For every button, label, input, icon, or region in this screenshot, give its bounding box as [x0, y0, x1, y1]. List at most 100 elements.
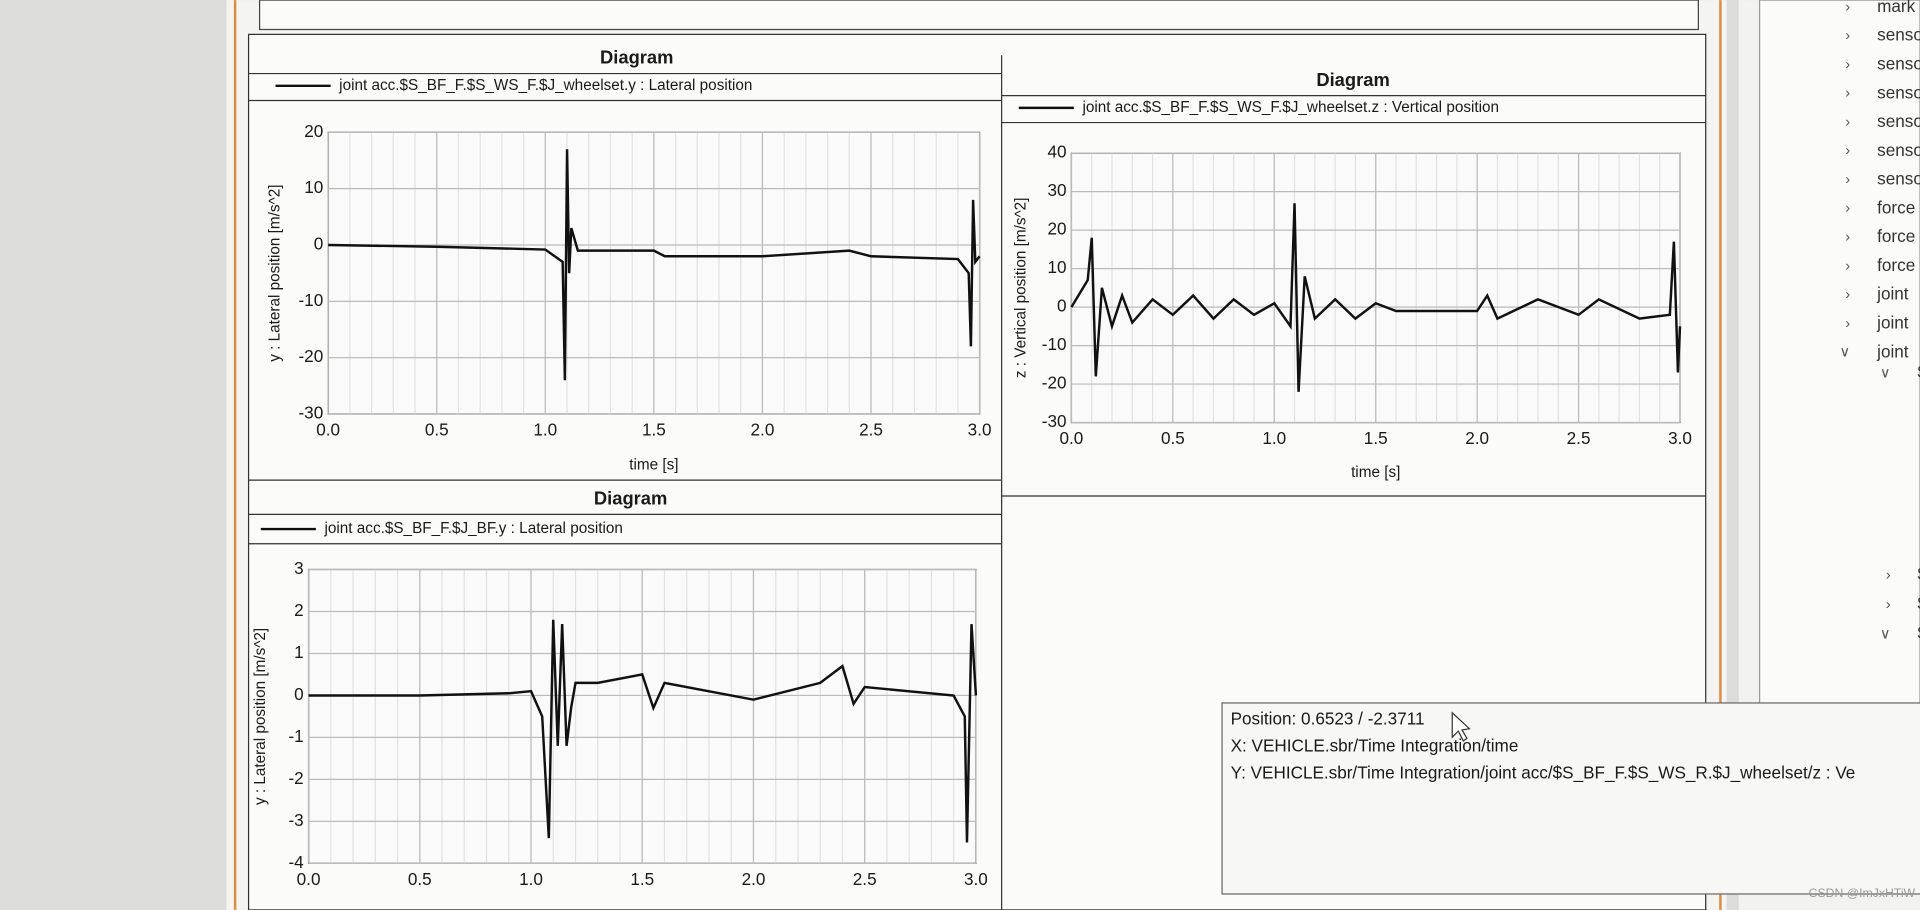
x-tick-label: 1.0 [519, 869, 543, 889]
y-tick-label: 10 [1047, 257, 1066, 277]
mouse-cursor [1451, 711, 1471, 742]
tree-chevron: › [1845, 258, 1850, 274]
tree-item[interactable]: senso [1877, 140, 1920, 160]
tree-panel [1758, 0, 1920, 797]
tree-chevron: › [1845, 287, 1850, 303]
legend-entry: joint acc.$S_BF_F.$S_WS_F.$J_wheelset.y … [338, 77, 752, 94]
x-tick-label: 2.0 [742, 869, 766, 889]
tree-chevron: › [1886, 597, 1891, 613]
x-tick-label: 2.0 [1465, 428, 1489, 448]
tree-chevron: › [1845, 172, 1850, 188]
x-tick-label: 0.5 [408, 869, 432, 889]
x-tick-label: 2.5 [859, 420, 883, 440]
y-tick-label: 1 [294, 642, 304, 662]
tree-chevron: › [1845, 28, 1850, 44]
diagram-title: Diagram [1316, 69, 1389, 90]
y-tick-label: 0 [314, 234, 324, 254]
diagram-title: Diagram [594, 488, 667, 509]
tree-chevron: › [1845, 86, 1850, 102]
x-tick-label: 1.0 [1262, 428, 1286, 448]
data-line [328, 149, 981, 381]
tooltip-x: X: VEHICLE.sbr/Time Integration/time [1231, 736, 1519, 756]
diagram-title: Diagram [600, 47, 673, 68]
legend-entry: joint acc.$S_BF_F.$S_WS_F.$J_wheelset.z … [1081, 99, 1499, 116]
legend-entry: joint acc.$S_BF_F.$J_BF.y : Lateral posi… [323, 520, 622, 537]
tree-chevron: ∨ [1839, 345, 1850, 361]
y-tick-label: -10 [1042, 334, 1067, 354]
tree-chevron: ∨ [1880, 365, 1891, 381]
tree-item[interactable]: joint [1876, 341, 1909, 361]
tree-item[interactable]: force [1877, 226, 1915, 246]
y-tick-label: -4 [288, 852, 304, 872]
x-tick-label: 1.0 [533, 420, 557, 440]
tree-item[interactable]: $ [1918, 564, 1920, 584]
tooltip-y: Y: VEHICLE.sbr/Time Integration/joint ac… [1231, 763, 1856, 783]
tree-item[interactable]: joint [1876, 313, 1909, 333]
x-tick-label: 0.0 [297, 869, 321, 889]
y-tick-label: 2 [294, 600, 304, 620]
y-tick-label: 20 [304, 121, 323, 141]
y-tick-label: -3 [288, 810, 303, 830]
y-tick-label: 10 [304, 177, 323, 197]
x-tick-label: 3.0 [968, 420, 992, 440]
y-axis-label: y : Lateral position [m/s^2] [267, 185, 284, 362]
x-tick-label: 3.0 [964, 869, 988, 889]
x-tick-label: 0.0 [316, 420, 340, 440]
y-tick-label: -1 [288, 726, 303, 746]
tree-items: › mark › senso › senso › senso › senso › senso › sens… [1839, 0, 1920, 643]
tree-item[interactable]: mark [1877, 0, 1915, 16]
watermark: CSDN @ImJxHTiW [1809, 886, 1916, 900]
y-axis-label: z : Vertical position [m/s^2] [1012, 198, 1029, 379]
y-tick-label: -30 [298, 403, 323, 423]
y-tick-label: 30 [1047, 180, 1066, 200]
y-tick-label: -30 [1042, 411, 1067, 431]
tree-item[interactable]: $ [1918, 362, 1920, 382]
tooltip-position: Position: 0.6523 / -2.3711 [1231, 709, 1425, 729]
x-tick-label: 1.5 [642, 420, 666, 440]
tree-chevron: › [1845, 57, 1850, 73]
tree-item[interactable]: force [1877, 255, 1915, 275]
tree-item[interactable]: senso [1877, 25, 1920, 45]
tree-chevron: ∨ [1880, 626, 1891, 642]
tree-chevron: › [1886, 567, 1891, 583]
tree-item[interactable]: $ [1918, 623, 1920, 643]
tree-item[interactable]: joint [1876, 284, 1909, 304]
charts: Diagram joint acc.$S_BF_F.$S_WS_F.$J_whee… [248, 47, 1706, 889]
x-tick-label: 0.0 [1060, 428, 1084, 448]
y-tick-label: 3 [294, 558, 304, 578]
tree-item[interactable]: force [1877, 197, 1915, 217]
x-tick-label: 3.0 [1668, 428, 1692, 448]
data-line [1070, 203, 1682, 392]
tree-item[interactable]: senso [1877, 54, 1920, 74]
y-tick-label: -2 [288, 768, 303, 788]
y-tick-label: -20 [298, 346, 323, 366]
tree-item[interactable]: senso [1877, 82, 1920, 102]
tree-chevron: › [1845, 230, 1850, 246]
y-tick-label: 20 [1047, 219, 1066, 239]
tree-chevron: › [1845, 0, 1850, 15]
x-tick-label: 2.5 [1567, 428, 1591, 448]
tooltip-box[interactable] [1221, 702, 1920, 895]
tree-item[interactable]: senso [1877, 169, 1920, 189]
y-tick-label: 0 [1057, 296, 1067, 316]
tree-item[interactable]: $ [1918, 594, 1920, 614]
x-tick-label: 0.5 [425, 420, 449, 440]
y-tick-label: -20 [1042, 373, 1067, 393]
y-tick-label: -10 [298, 290, 323, 310]
y-axis-label: y : Lateral position [m/s^2] [252, 628, 269, 805]
tree-chevron: › [1845, 316, 1850, 332]
x-tick-label: 1.5 [630, 869, 654, 889]
tree-item[interactable]: senso [1877, 111, 1920, 131]
x-axis-label: time [s] [1351, 464, 1400, 481]
x-tick-label: 0.5 [1161, 428, 1185, 448]
x-tick-label: 1.5 [1364, 428, 1388, 448]
y-tick-label: 0 [294, 684, 304, 704]
tree-chevron: › [1845, 114, 1850, 130]
x-axis-label: time [s] [629, 456, 678, 473]
x-tick-label: 2.0 [751, 420, 775, 440]
toolbar-strip [258, 0, 1699, 31]
tree-chevron: › [1845, 201, 1850, 217]
y-tick-label: 40 [1047, 142, 1066, 162]
